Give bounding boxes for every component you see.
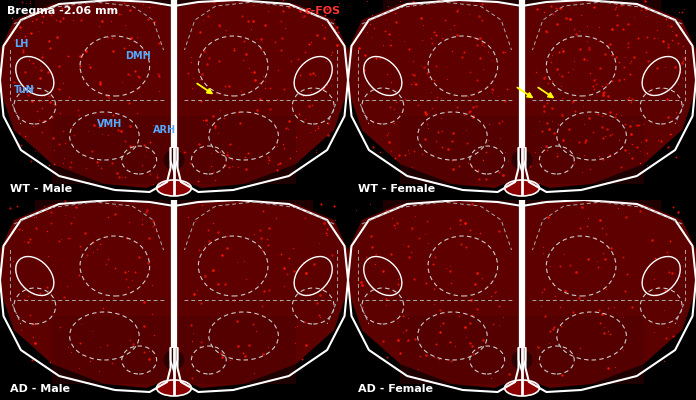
Text: TuN: TuN xyxy=(14,85,35,95)
Ellipse shape xyxy=(505,180,539,196)
Ellipse shape xyxy=(164,150,184,170)
Text: WT - Male: WT - Male xyxy=(10,184,72,194)
Polygon shape xyxy=(383,0,661,90)
Ellipse shape xyxy=(505,380,539,396)
Polygon shape xyxy=(383,200,661,290)
Text: WT - Female: WT - Female xyxy=(358,184,436,194)
Text: VMH: VMH xyxy=(97,119,122,129)
Polygon shape xyxy=(0,0,348,188)
Text: AD - Male: AD - Male xyxy=(10,384,70,394)
Text: LH: LH xyxy=(14,39,29,49)
Polygon shape xyxy=(52,316,296,384)
Text: ARH: ARH xyxy=(153,125,176,135)
Ellipse shape xyxy=(157,180,191,196)
Polygon shape xyxy=(0,200,348,388)
Ellipse shape xyxy=(157,380,191,396)
Polygon shape xyxy=(35,200,313,290)
Ellipse shape xyxy=(512,350,532,370)
Polygon shape xyxy=(52,116,296,184)
Polygon shape xyxy=(400,116,644,184)
Text: AD - Female: AD - Female xyxy=(358,384,434,394)
Text: DMH: DMH xyxy=(125,51,151,61)
Text: Bregma -2.06 mm: Bregma -2.06 mm xyxy=(7,6,118,16)
Ellipse shape xyxy=(164,350,184,370)
Text: c-FOS: c-FOS xyxy=(305,6,341,16)
Ellipse shape xyxy=(512,150,532,170)
Polygon shape xyxy=(348,200,696,388)
Polygon shape xyxy=(400,316,644,384)
Polygon shape xyxy=(348,0,696,188)
Polygon shape xyxy=(35,0,313,90)
